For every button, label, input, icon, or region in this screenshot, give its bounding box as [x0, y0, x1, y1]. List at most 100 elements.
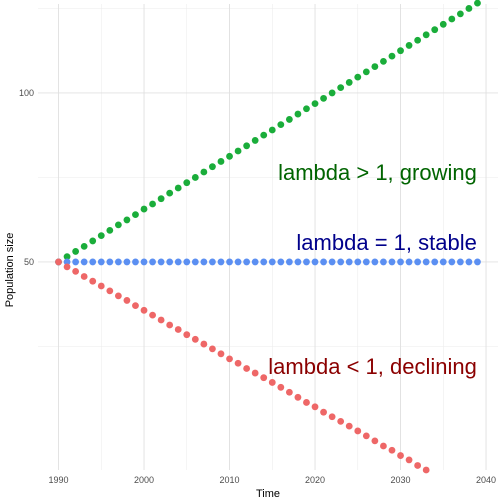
data-point-stable — [303, 258, 310, 266]
data-point-growing — [200, 168, 208, 176]
data-point-stable — [362, 258, 370, 266]
data-point-declining — [311, 403, 319, 411]
data-point-declining — [277, 383, 285, 391]
data-point-growing — [72, 248, 80, 255]
data-point-stable — [80, 258, 88, 266]
tick-layer: 1990 2000 2010 2020 2030 2040 50 100 — [19, 88, 496, 485]
data-point-growing — [174, 184, 182, 192]
data-point-stable — [337, 258, 345, 266]
data-point-stable — [209, 258, 216, 266]
data-point-declining — [397, 452, 404, 459]
data-point-stable — [345, 258, 353, 266]
data-point-stable — [371, 258, 379, 266]
x-tick-label: 1990 — [49, 475, 69, 485]
data-point-growing — [294, 110, 302, 118]
data-point-growing — [328, 89, 336, 97]
data-point-growing — [149, 200, 156, 208]
data-point-declining — [72, 267, 80, 275]
data-point-growing — [311, 100, 319, 108]
data-point-growing — [209, 163, 216, 171]
data-point-growing — [345, 79, 353, 86]
grid-minor — [38, 4, 498, 470]
data-point-stable — [405, 258, 413, 266]
x-tick-label: 2040 — [476, 475, 496, 485]
data-point-stable — [414, 258, 422, 266]
data-point-declining — [132, 302, 139, 310]
data-point-declining — [200, 340, 208, 348]
data-point-stable — [354, 258, 362, 266]
data-point-growing — [448, 15, 456, 23]
annotation-label: lambda = 1, stable — [296, 230, 476, 255]
data-point-growing — [431, 26, 439, 34]
data-point-growing — [106, 227, 114, 234]
data-point-declining — [226, 355, 233, 363]
series-growing — [55, 0, 481, 266]
data-point-declining — [97, 282, 105, 290]
data-point-growing — [439, 20, 447, 28]
data-point-declining — [89, 277, 97, 285]
data-point-growing — [277, 121, 285, 129]
data-point-growing — [380, 57, 387, 65]
data-point-stable — [234, 258, 242, 266]
data-point-stable — [89, 258, 97, 266]
data-point-stable — [311, 258, 319, 266]
data-point-declining — [320, 408, 327, 416]
data-point-stable — [106, 258, 114, 266]
data-point-growing — [63, 253, 71, 261]
data-point-stable — [456, 258, 464, 266]
data-point-growing — [132, 211, 139, 219]
x-tick-label: 2030 — [391, 475, 411, 485]
series-layer — [55, 0, 481, 474]
data-point-declining — [414, 462, 422, 469]
data-point-growing — [474, 0, 481, 7]
data-point-declining — [243, 365, 251, 372]
data-point-stable — [380, 258, 387, 266]
data-point-declining — [251, 369, 259, 377]
data-point-stable — [63, 258, 71, 266]
data-point-declining — [114, 292, 122, 300]
data-point-stable — [149, 258, 156, 266]
y-axis-title: Population size — [4, 233, 16, 308]
data-point-growing — [251, 137, 259, 144]
data-point-declining — [166, 321, 174, 329]
data-point-declining — [217, 350, 225, 358]
data-point-stable — [422, 258, 430, 266]
data-point-declining — [294, 393, 302, 401]
data-point-declining — [285, 388, 293, 396]
data-point-declining — [388, 446, 396, 454]
data-point-declining — [260, 374, 268, 382]
data-point-declining — [191, 335, 199, 343]
data-point-stable — [320, 258, 327, 266]
y-tick-label: 100 — [19, 88, 34, 98]
data-point-declining — [345, 422, 353, 430]
data-point-stable — [183, 258, 191, 266]
data-point-declining — [303, 399, 310, 406]
data-point-stable — [114, 258, 122, 266]
series-declining — [55, 258, 430, 474]
data-point-declining — [422, 466, 430, 474]
data-point-growing — [183, 179, 191, 187]
data-point-stable — [132, 258, 139, 266]
data-point-declining — [106, 287, 114, 295]
data-point-stable — [191, 258, 199, 266]
data-point-declining — [123, 297, 131, 304]
data-point-declining — [157, 316, 165, 324]
annotation-label: lambda > 1, growing — [278, 160, 477, 185]
data-point-growing — [362, 68, 370, 76]
data-point-growing — [320, 94, 327, 102]
data-point-growing — [456, 10, 464, 18]
grid-major — [38, 4, 498, 470]
data-point-declining — [268, 379, 276, 386]
data-point-stable — [251, 258, 259, 266]
data-point-declining — [63, 263, 71, 271]
data-point-declining — [174, 326, 182, 333]
data-point-stable — [448, 258, 456, 266]
data-point-growing — [191, 174, 199, 181]
data-point-declining — [183, 331, 191, 339]
data-point-stable — [465, 258, 473, 266]
data-point-stable — [157, 258, 165, 266]
data-point-stable — [174, 258, 182, 266]
data-point-stable — [123, 258, 131, 266]
data-point-declining — [234, 359, 242, 367]
y-tick-label: 50 — [24, 257, 34, 267]
